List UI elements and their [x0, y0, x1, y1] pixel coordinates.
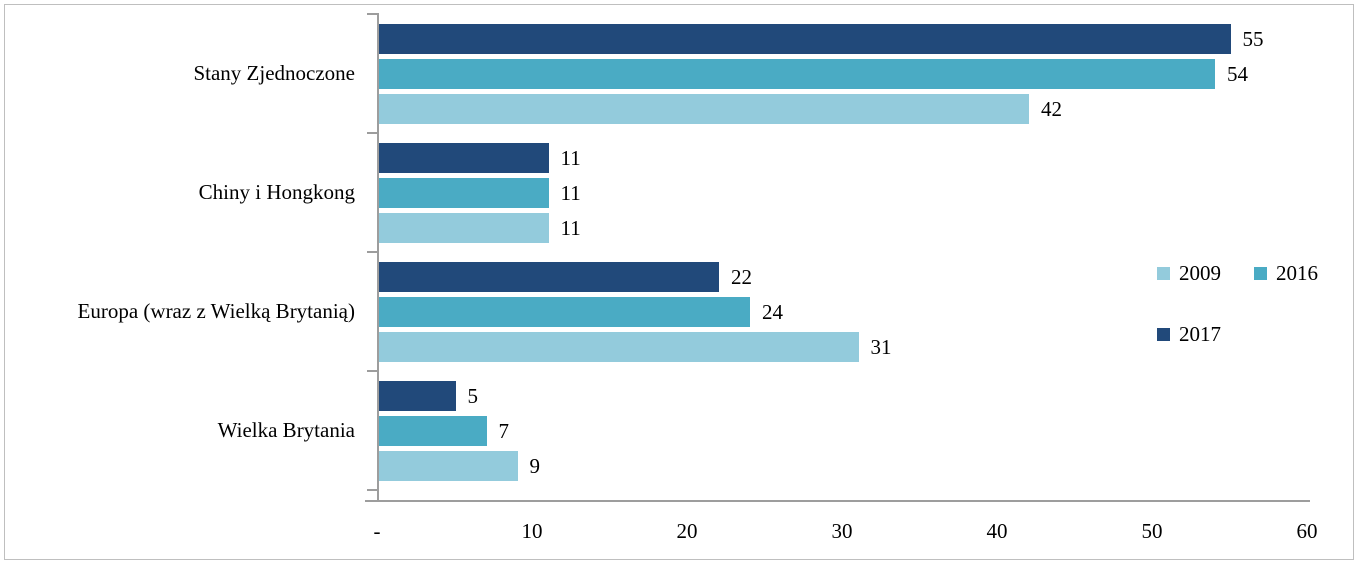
value-axis-line [365, 500, 1310, 502]
x-tick-label-60: 60 [1296, 519, 1318, 543]
bar-value-label: 9 [529, 453, 541, 478]
bar-row: 22 [378, 261, 1328, 292]
legend-label: 2017 [1179, 322, 1221, 346]
bar-row: 11 [378, 142, 1328, 173]
x-tick-label-0: - [373, 519, 381, 543]
bar-row: 7 [378, 415, 1328, 446]
bar-row: 42 [378, 93, 1328, 124]
bar-chiny-i-hongkong-2016 [378, 177, 549, 208]
bar-value-label: 5 [467, 383, 479, 408]
bar-row: 11 [378, 212, 1328, 243]
category-axis-tick [367, 489, 378, 491]
bar-wielka-brytania-2017 [378, 380, 456, 411]
bar-value-label: 22 [731, 264, 752, 289]
category-label-stany-zjednoczone: Stany Zjednoczone [193, 61, 355, 85]
bar-wielka-brytania-2016 [378, 415, 487, 446]
legend-swatch-2009 [1157, 266, 1170, 280]
bar-value-label: 31 [870, 334, 892, 359]
category-axis-tick [367, 370, 378, 372]
bar-stany-zjednoczone-2016 [378, 58, 1215, 89]
bar-wielka-brytania-2009 [378, 450, 518, 481]
category-axis-tick [367, 251, 378, 253]
x-tick-label-50: 50 [1141, 519, 1163, 543]
legend-label: 2009 [1179, 261, 1221, 285]
legend: 2009 2016 2017 [1157, 260, 1358, 347]
x-tick-label-30: 30 [831, 519, 853, 543]
legend-item-2016: 2016 [1254, 260, 1358, 286]
bar-row: 24 [378, 296, 1328, 327]
category-axis-line [377, 13, 379, 501]
bar-row: 11 [378, 177, 1328, 208]
bar-chiny-i-hongkong-2017 [378, 142, 549, 173]
legend-swatch-2017 [1157, 327, 1170, 341]
bar-stany-zjednoczone-2009 [378, 93, 1029, 124]
bar-europa-wraz-z-wielk-brytani-2017 [378, 261, 719, 292]
bar-chiny-i-hongkong-2009 [378, 212, 549, 243]
bar-europa-wraz-z-wielk-brytani-2016 [378, 296, 750, 327]
bar-europa-wraz-z-wielk-brytani-2009 [378, 331, 859, 362]
category-axis-tick [367, 13, 378, 15]
legend-label: 2016 [1276, 261, 1318, 285]
bar-row: 55 [378, 23, 1328, 54]
legend-item-2009: 2009 [1157, 260, 1254, 286]
category-label-chiny-i-hongkong: Chiny i Hongkong [198, 180, 355, 204]
bar-value-label: 11 [560, 215, 581, 240]
x-tick-label-40: 40 [986, 519, 1008, 543]
bar-value-label: 11 [560, 180, 581, 205]
bar-row: 9 [378, 450, 1328, 481]
bar-value-label: 55 [1242, 26, 1264, 51]
category-label-wielka-brytania: Wielka Brytania [217, 418, 355, 442]
band-europa-wraz-z-wielk-brytani: 22 24 31 [378, 252, 1328, 371]
category-axis-tick [367, 132, 378, 134]
bar-value-label: 24 [762, 299, 783, 324]
x-tick-label-10: 10 [521, 519, 543, 543]
bar-stany-zjednoczone-2017 [378, 23, 1231, 54]
band-chiny-i-hongkong: 11 11 11 [378, 133, 1328, 252]
legend-swatch-2016 [1254, 266, 1267, 280]
band-stany-zjednoczone: 55 54 42 [378, 14, 1328, 133]
bar-value-label: 54 [1227, 61, 1248, 86]
legend-item-2017: 2017 [1157, 321, 1254, 347]
bar-row: 31 [378, 331, 1328, 362]
bar-value-label: 42 [1041, 96, 1062, 121]
bar-row: 54 [378, 58, 1328, 89]
category-label-europa-wraz-z-wielk-brytani: Europa (wraz z Wielką Brytanią) [77, 299, 355, 323]
x-tick-label-20: 20 [676, 519, 698, 543]
bar-value-label: 7 [498, 418, 510, 443]
bar-value-label: 11 [560, 145, 581, 170]
bar-row: 5 [378, 380, 1328, 411]
